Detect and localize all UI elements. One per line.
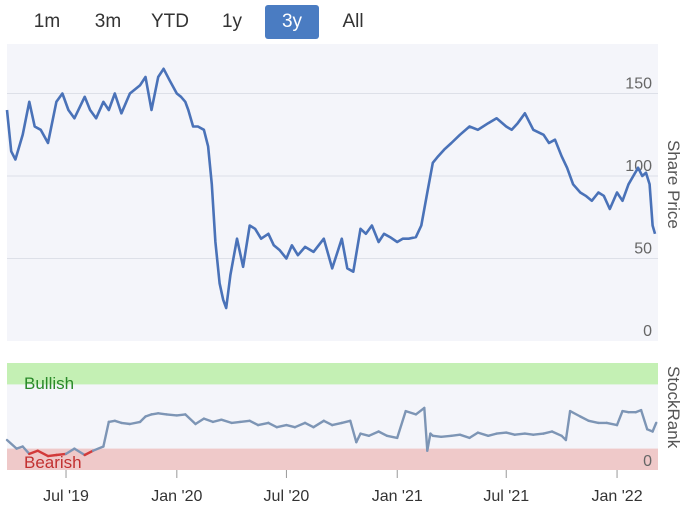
range-selector: 1m 3m YTD 1y 3y All [0, 0, 696, 44]
stockrank-line-segment [349, 419, 358, 444]
stockrank-line-segment [211, 418, 223, 424]
date-tick-label: Jan '22 [592, 488, 643, 505]
stockrank-line-segment [414, 406, 426, 416]
range-button-1m[interactable]: 1m [33, 11, 61, 32]
stockrank-line-segment [256, 421, 270, 427]
stockrank-line-segment [404, 409, 418, 416]
stockrank-line-segment [440, 434, 453, 438]
stockrank-line-segment [165, 413, 179, 417]
stockrank-line-segment [651, 421, 658, 433]
stockrank-line-segment [523, 432, 535, 436]
stockrank-line-segment [220, 418, 233, 425]
stockrank-line-segment [639, 408, 649, 431]
bearish-band [7, 448, 658, 470]
price-axis-ticks: 0 50 100 150 [625, 76, 652, 341]
stockrank-line-segment [322, 419, 334, 427]
price-tick-label: 0 [643, 323, 652, 340]
stockrank-line-segment [568, 409, 582, 418]
date-tick-label: Jul '19 [43, 488, 89, 505]
stockrank-line-segment [175, 413, 187, 417]
stockrank-line-segment [564, 409, 572, 442]
stockrank-line-segment [513, 432, 527, 436]
stockrank-line-segment [138, 415, 147, 424]
price-axis-label: Share Price [664, 140, 683, 229]
stockrank-line-segment [55, 452, 68, 457]
stockrank-line-segment [550, 430, 563, 437]
price-tick-label: 100 [625, 158, 652, 175]
stockrank-line-segment [238, 419, 251, 424]
stockrank-line-segment [184, 413, 197, 426]
stockrank-axis-label: StockRank [664, 366, 683, 449]
stockrank-line-segment [120, 421, 132, 426]
range-button-all[interactable]: All [342, 11, 364, 32]
stockrank-line-segment [102, 420, 111, 448]
stockrank-line-segment [450, 433, 462, 437]
stockrank-line-segment [194, 417, 206, 426]
stockrank-line-segment [267, 421, 278, 429]
stockrank-line-segment [579, 415, 590, 422]
date-tick-label: Jan '21 [372, 488, 423, 505]
stockrank-line-segment [28, 449, 39, 456]
stockrank-line-segment [423, 406, 429, 452]
stockrank-line-segment [340, 419, 352, 425]
date-axis-ticks: Jul '19 Jan '20 Jul '20 Jan '21 Jul '21 Jan '… [43, 470, 643, 505]
stockrank-line-segment [156, 412, 168, 416]
stockrank-line-segment [285, 423, 297, 429]
price-plot-area [7, 44, 658, 341]
stockrank-line-segment [202, 417, 215, 424]
stockrank-line-segment [275, 423, 288, 429]
stockrank-line-segment [367, 430, 380, 437]
stockrank-line-segment [248, 419, 260, 427]
stockrank-line-segment [431, 434, 443, 438]
stockrank-line-segment [64, 447, 76, 456]
stockrank-line-segment [532, 432, 545, 436]
range-button-3y[interactable]: 3y [265, 5, 319, 39]
stockrank-line-segment [505, 431, 516, 436]
date-tick-label: Jul '20 [264, 488, 310, 505]
range-button-3m[interactable]: 3m [94, 11, 122, 32]
stockrank-line-segment [83, 449, 95, 457]
price-tick-label: 50 [634, 241, 652, 258]
stockrank-line-segment [476, 431, 490, 437]
stockrank-line-segment [487, 432, 498, 437]
stockrank-line-segment [377, 430, 389, 437]
stockrank-line-segment [303, 421, 315, 429]
range-button-1y[interactable]: 1y [221, 11, 243, 32]
stockrank-line-segment [36, 449, 50, 458]
stockrank-line-segment [331, 421, 343, 427]
price-series-line [5, 67, 657, 310]
stockrank-line-segment [359, 432, 371, 437]
price-tick-label: 150 [625, 76, 652, 93]
stockrank-line-segment [458, 433, 471, 440]
stockrank-line-segment [426, 432, 432, 452]
stockrank-line-segment [605, 421, 619, 427]
stockrank-line-segment [385, 434, 399, 440]
stockrank-line-segment [312, 419, 325, 429]
stockrank-line-segment [355, 432, 362, 444]
stockrank-line-segment [293, 421, 307, 429]
bullish-band [7, 363, 658, 385]
stockrank-tick-label: 0 [643, 453, 652, 470]
date-tick-label: Jan '20 [151, 488, 202, 505]
date-tick-label: Jul '21 [483, 488, 529, 505]
stockrank-line-segment [91, 445, 105, 452]
bullish-band-label: Bullish [24, 374, 74, 393]
stockrank-line-segment [73, 447, 86, 457]
stockrank-line-segment [396, 409, 407, 440]
stockrank-axis-ticks: 0 [643, 453, 652, 470]
bearish-band-label: Bearish [24, 453, 82, 472]
stockrank-line-segment [468, 431, 480, 440]
stockrank-line-segment [615, 409, 624, 427]
stockrank-line-segment [495, 431, 508, 435]
stockrank-line-segment [230, 420, 242, 425]
stockrank-line-segment [128, 420, 142, 426]
stockrank-series-line [5, 406, 658, 458]
stockrank-line-segment [5, 438, 18, 450]
stockrank-line-segment [542, 430, 554, 435]
range-button-ytd[interactable]: YTD [151, 11, 189, 32]
stockrank-line-segment [21, 445, 31, 456]
stockrank-line-segment [46, 453, 58, 458]
stockrank-line-segment [587, 419, 600, 425]
